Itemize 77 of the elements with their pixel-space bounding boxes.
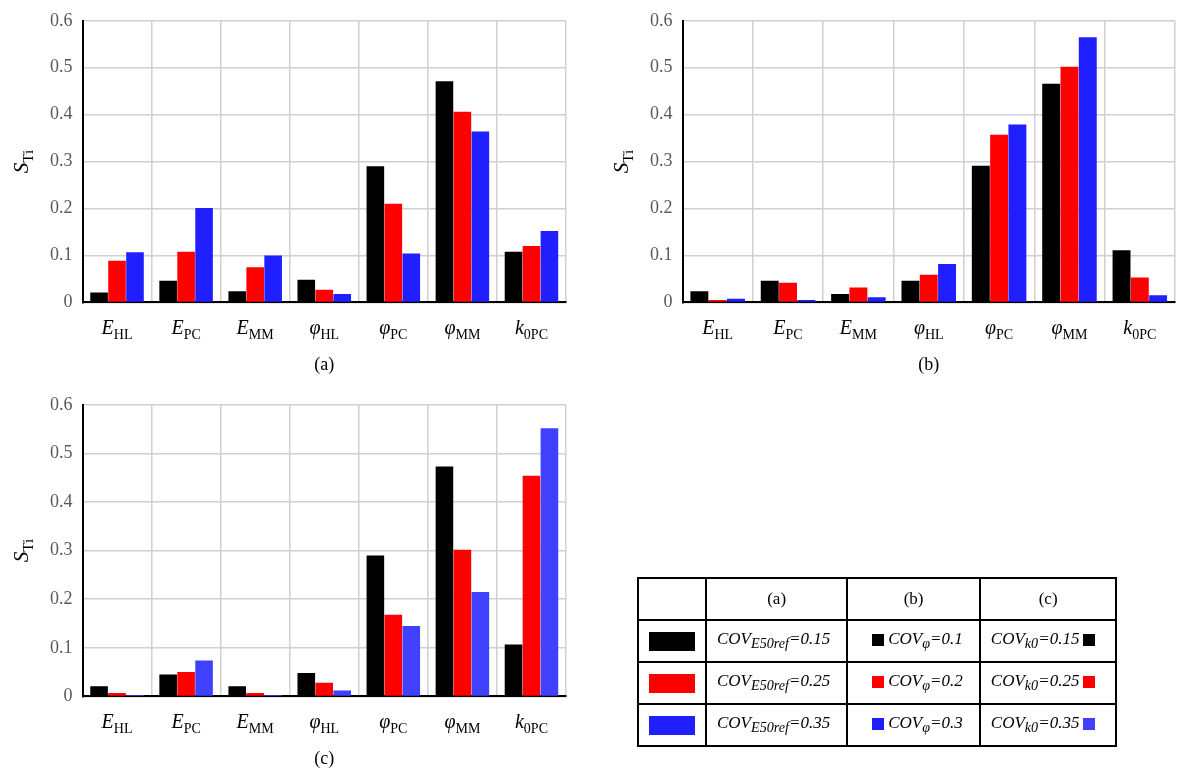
bar <box>384 203 403 302</box>
bar <box>333 690 352 696</box>
bar <box>867 297 886 302</box>
bar <box>108 260 126 302</box>
bar <box>177 251 195 302</box>
legend-label: COV$_{E50ref}$=0.25 <box>717 671 831 694</box>
legend-label: COV$_{φ}$=0.3 <box>888 713 963 736</box>
legend-label: COV$_{φ}$=0.1 <box>888 629 963 652</box>
bar <box>453 549 472 696</box>
y-tick-label: 0.2 <box>50 197 73 218</box>
bar <box>1008 124 1027 302</box>
bar <box>919 274 938 302</box>
bar <box>938 263 957 302</box>
y-tick-label: 0.5 <box>50 56 73 77</box>
x-axis-title: (b) <box>918 353 940 375</box>
y-tick-label: 0.4 <box>650 103 673 124</box>
y-tick-label: 0.1 <box>50 244 73 265</box>
bar <box>1060 66 1079 302</box>
bar <box>402 625 421 696</box>
bar <box>108 693 126 696</box>
bar <box>246 267 264 302</box>
bar <box>849 287 868 302</box>
bar <box>315 289 334 302</box>
bar <box>453 111 472 302</box>
y-tick-label: 0 <box>63 291 73 312</box>
legend-label: COV$_{k0}$=0.15 <box>990 629 1080 652</box>
y-tick-label: 0.3 <box>650 150 673 171</box>
bar <box>402 253 421 302</box>
text: (a) <box>767 589 787 608</box>
bar <box>1130 277 1149 302</box>
bar <box>333 293 352 302</box>
y-tick-label: 0.1 <box>650 244 673 265</box>
bar <box>522 246 541 302</box>
bar <box>246 693 264 696</box>
bar <box>540 231 559 302</box>
y-tick-label: 0 <box>63 685 73 706</box>
bar <box>779 282 797 302</box>
text: (c) <box>1038 589 1058 608</box>
bar <box>727 298 745 302</box>
y-tick-label: 0 <box>663 291 673 312</box>
y-tick-label: 0.6 <box>650 9 673 30</box>
x-axis-title: (c) <box>314 747 335 769</box>
bar <box>471 591 490 696</box>
bar <box>540 428 559 696</box>
y-axis-title: STi <box>9 538 37 563</box>
y-tick-label: 0.2 <box>650 197 673 218</box>
bar <box>264 255 282 302</box>
legend-label: COV$_{E50ref}$=0.35 <box>717 713 831 736</box>
bar <box>990 134 1009 302</box>
bar <box>384 614 403 696</box>
bar <box>126 252 144 302</box>
y-tick-label: 0.3 <box>50 150 73 171</box>
bar <box>1078 37 1097 302</box>
y-tick-label: 0.5 <box>650 56 673 77</box>
y-tick-label: 0.4 <box>50 490 73 511</box>
y-tick-label: 0.4 <box>50 103 73 124</box>
y-tick-label: 0.5 <box>50 442 73 463</box>
y-axis-title: STi <box>609 149 637 174</box>
y-tick-label: 0.6 <box>50 393 73 414</box>
y-tick-label: 0.2 <box>50 587 73 608</box>
bar <box>1149 295 1168 302</box>
bar <box>522 475 541 696</box>
y-axis-title: STi <box>9 149 37 174</box>
bar <box>471 131 490 302</box>
bar <box>315 682 334 696</box>
y-tick-label: 0.3 <box>50 539 73 560</box>
y-tick-label: 0.6 <box>50 9 73 30</box>
legend-label: COV$_{E50ref}$=0.15 <box>717 629 831 652</box>
legend-label: COV$_{k0}$=0.25 <box>990 671 1080 694</box>
x-axis-title: (a) <box>314 353 335 375</box>
legend-label: COV$_{k0}$=0.35 <box>990 713 1080 736</box>
legend-label: COV$_{φ}$=0.2 <box>888 671 963 694</box>
bar <box>195 660 213 696</box>
bar <box>195 208 213 302</box>
bar <box>177 672 195 696</box>
y-tick-label: 0.1 <box>50 636 73 657</box>
text: (b) <box>903 589 924 608</box>
